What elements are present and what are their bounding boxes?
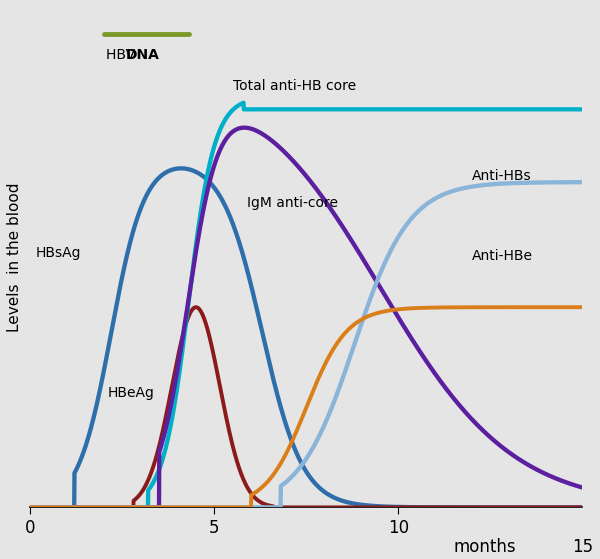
Text: HBeAg: HBeAg bbox=[107, 386, 154, 400]
Text: Anti-HBs: Anti-HBs bbox=[472, 169, 532, 183]
Text: Anti-HBe: Anti-HBe bbox=[472, 249, 533, 263]
Text: Total anti-HB core: Total anti-HB core bbox=[233, 78, 356, 92]
Text: months: months bbox=[454, 538, 516, 556]
Text: HBV: HBV bbox=[106, 49, 139, 63]
Text: DNA: DNA bbox=[126, 49, 160, 63]
Text: HBsAg: HBsAg bbox=[36, 246, 81, 260]
Text: 15: 15 bbox=[572, 538, 593, 556]
Y-axis label: Levels  in the blood: Levels in the blood bbox=[7, 182, 22, 332]
Text: IgM anti-core: IgM anti-core bbox=[247, 196, 338, 210]
